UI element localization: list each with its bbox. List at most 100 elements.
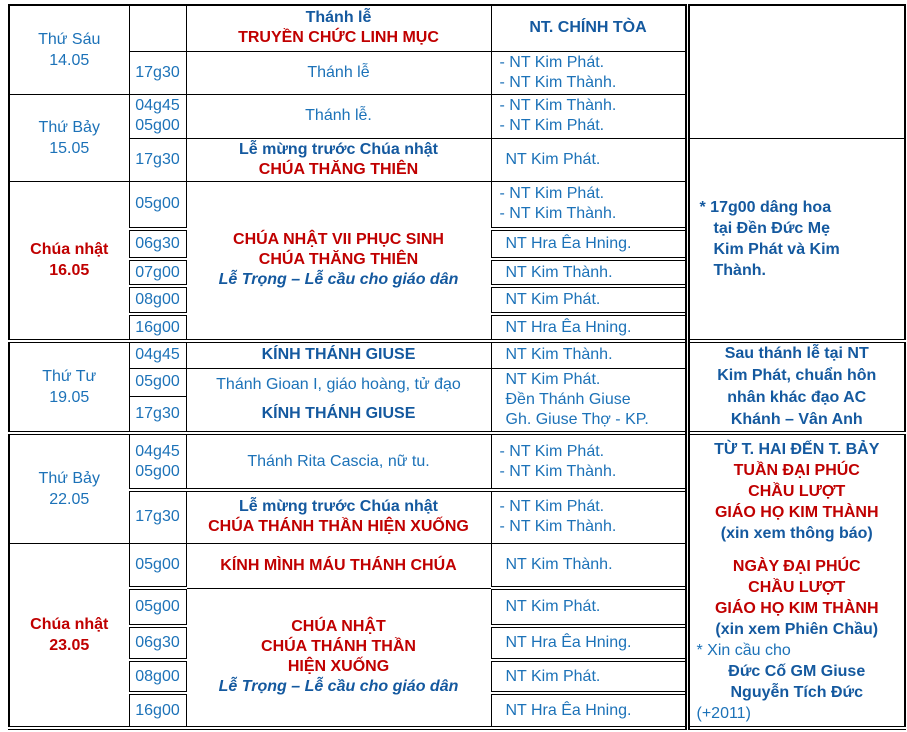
time-value: 04g45 bbox=[135, 97, 180, 114]
note-line: (xin xem thông báo) bbox=[720, 524, 873, 542]
location-line: - NT Kim Thành. bbox=[499, 518, 617, 536]
location-cell: NT Kim Thành. bbox=[490, 542, 688, 589]
time-cell: 05g00 bbox=[128, 542, 187, 589]
location-line: NT Kim Thành. bbox=[505, 263, 613, 281]
event-cell: KÍNH THÁNH GIUSE bbox=[185, 339, 492, 369]
page: Thứ Sáu 14.05 Thánh lễ TRUYỀN CHỨC LINH … bbox=[8, 4, 907, 730]
note-line: Kim Phát và Kim bbox=[713, 240, 840, 258]
day-date: 14.05 bbox=[49, 51, 90, 69]
note-line: Đức Cố GM Giuse bbox=[728, 662, 866, 680]
location-line: - NT Kim Phát. bbox=[499, 185, 605, 203]
time-value: 07g00 bbox=[135, 263, 180, 281]
note-line: TUẦN ĐẠI PHÚC bbox=[733, 461, 860, 479]
location-cell: - NT Kim Phát. - NT Kim Thành. bbox=[490, 488, 688, 544]
time-cell bbox=[128, 4, 187, 52]
time-cell: 16g00 bbox=[128, 691, 187, 729]
location-line: - NT Kim Phát. bbox=[499, 53, 605, 71]
event-note: Lễ Trọng – Lễ cầu cho giáo dân bbox=[218, 271, 459, 289]
location-line: NT Hra Êa Hning. bbox=[505, 634, 632, 651]
location-line: - NT Kim Phát. bbox=[499, 498, 605, 516]
event-cell: Lễ mừng trước Chúa nhật CHÚA THÁNH THẦN … bbox=[185, 488, 492, 544]
location-line: NT Hra Êa Hning. bbox=[505, 701, 632, 719]
note-line: Kim Phát, chuẩn hôn bbox=[717, 367, 877, 384]
location-cell: NT Hra Êa Hning. bbox=[490, 624, 688, 661]
day-label: Thứ Tư bbox=[42, 368, 97, 385]
time-value: 05g00 bbox=[135, 117, 180, 134]
time-cell: 05g00 bbox=[128, 180, 187, 230]
event-title: Thánh Rita Cascia, nữ tu. bbox=[247, 452, 430, 470]
day-date: 23.05 bbox=[49, 636, 90, 654]
location-line: NT Kim Phát. bbox=[505, 370, 601, 388]
event-title: Thánh lễ bbox=[307, 63, 370, 81]
time-value: 17g30 bbox=[135, 404, 180, 422]
note-cell-empty bbox=[684, 4, 906, 139]
note-cell-chau-luot: TỪ T. HAI ĐẾN T. BẢY TUẦN ĐẠI PHÚC CHẦU … bbox=[684, 431, 906, 729]
time-value: 17g30 bbox=[135, 508, 180, 526]
event-cell: CHÚA NHẬT VII PHỤC SINH CHÚA THĂNG THIÊN… bbox=[185, 180, 492, 342]
time-cell: 07g00 bbox=[128, 257, 187, 287]
time-cell: 05g00 bbox=[128, 586, 187, 627]
time-cell: 17g30 bbox=[128, 50, 187, 95]
location-line: - NT Kim Thành. bbox=[499, 462, 617, 480]
event-cell: Thánh lễ TRUYỀN CHỨC LINH MỤC bbox=[185, 4, 492, 52]
location-line: Gh. Giuse Thợ - KP. bbox=[505, 410, 649, 428]
time-value: 05g00 bbox=[135, 555, 180, 573]
day-label: Chúa nhật bbox=[30, 241, 109, 259]
time-cell: 17g30 bbox=[128, 395, 187, 434]
time-value: 16g00 bbox=[135, 701, 180, 719]
location-line: NT Hra Êa Hning. bbox=[505, 318, 632, 336]
location-cell: NT Hra Êa Hning. bbox=[490, 227, 688, 260]
note-line: Khánh – Vân Anh bbox=[730, 411, 863, 428]
note-line: GIÁO HỌ KIM THÀNH bbox=[714, 599, 879, 617]
time-value: 04g45 bbox=[135, 442, 180, 460]
location-cell: - NT Kim Phát. - NT Kim Thành. bbox=[490, 50, 688, 95]
time-cell: 16g00 bbox=[128, 312, 187, 342]
location-cell: NT Hra Êa Hning. bbox=[490, 691, 688, 729]
day-label: Thứ Bảy bbox=[38, 469, 100, 487]
location-cell: NT Kim Phát. Đền Thánh Giuse Gh. Giuse T… bbox=[490, 367, 688, 434]
event-subtitle: CHÚA THĂNG THIÊN bbox=[258, 160, 419, 178]
event-title: Thánh lễ. bbox=[305, 107, 372, 124]
event-title: CHÚA NHẬT VII PHỤC SINH bbox=[233, 231, 444, 249]
time-cell: 04g45 05g00 bbox=[128, 93, 187, 139]
note-line: TỪ T. HAI ĐẾN T. BẢY bbox=[714, 440, 880, 458]
event-title: HIỆN XUỐNG bbox=[287, 658, 390, 676]
location-cell: NT Kim Phát. bbox=[490, 137, 688, 182]
time-value: 05g00 bbox=[135, 462, 180, 480]
event-title: CHÚA NHẬT bbox=[291, 618, 386, 636]
event-title: CHÚA THĂNG THIÊN bbox=[258, 251, 419, 269]
location-line: NT Kim Phát. bbox=[505, 598, 601, 615]
event-title: Thánh Gioan I, giáo hoàng, tử đạo bbox=[216, 376, 461, 394]
time-cell: 05g00 bbox=[128, 367, 187, 397]
location-line: NT Kim Phát. bbox=[505, 667, 601, 685]
event-cell: CHÚA NHẬT CHÚA THÁNH THẦN HIỆN XUỐNG Lễ … bbox=[185, 587, 492, 729]
day-label: Chúa nhật bbox=[30, 615, 109, 633]
schedule-table: Thứ Sáu 14.05 Thánh lễ TRUYỀN CHỨC LINH … bbox=[8, 4, 906, 730]
event-cell: KÍNH MÌNH MÁU THÁNH CHÚA bbox=[185, 542, 492, 589]
note-line: Nguyễn Tích Đức bbox=[730, 683, 864, 701]
note-line: GIÁO HỌ KIM THÀNH bbox=[714, 503, 879, 521]
day-label: Thứ Bảy bbox=[38, 118, 100, 136]
day-cell: Thứ Bảy 22.05 bbox=[8, 431, 130, 544]
day-cell: Thứ Bảy 15.05 bbox=[8, 93, 130, 182]
day-date: 22.05 bbox=[49, 490, 90, 508]
location-cell: - NT Kim Thành. - NT Kim Phát. bbox=[490, 93, 688, 139]
location-line: NT Hra Êa Hning. bbox=[505, 235, 632, 252]
event-cell: Thánh Gioan I, giáo hoàng, tử đạo KÍNH T… bbox=[185, 367, 492, 434]
time-cell: 08g00 bbox=[128, 658, 187, 694]
day-date: 16.05 bbox=[49, 262, 90, 280]
location-line: Đền Thánh Giuse bbox=[505, 390, 631, 408]
event-title: KÍNH THÁNH GIUSE bbox=[261, 346, 416, 364]
note-line: (+2011) bbox=[696, 704, 751, 722]
time-cell: 08g00 bbox=[128, 284, 187, 315]
location-line: - NT Kim Phát. bbox=[499, 117, 605, 134]
time-cell: 17g30 bbox=[128, 488, 187, 544]
time-cell: 04g45 bbox=[128, 339, 187, 369]
time-value: 17g30 bbox=[135, 150, 180, 168]
time-value: 06g30 bbox=[135, 634, 180, 651]
note-line: Thành. bbox=[713, 261, 766, 279]
note-line: * 17g00 dâng hoa bbox=[699, 198, 832, 216]
location-line: - NT Kim Thành. bbox=[499, 97, 617, 114]
note-spacer bbox=[692, 544, 902, 556]
event-cell: Thánh lễ. bbox=[185, 93, 492, 139]
